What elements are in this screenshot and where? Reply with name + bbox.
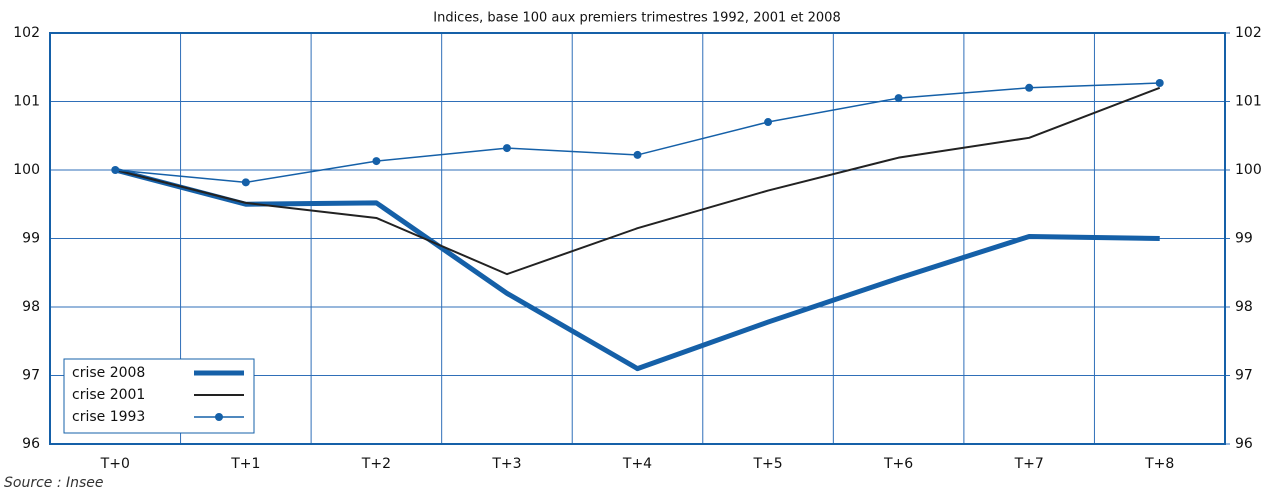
y-tick-label: 97 xyxy=(22,368,40,384)
point xyxy=(502,144,511,153)
point xyxy=(764,118,773,127)
y-tick-label: 101 xyxy=(13,94,40,110)
x-tick-label: T+5 xyxy=(752,456,782,472)
point xyxy=(1025,83,1034,92)
source: Source : Insee xyxy=(4,475,104,491)
legend-label: crise 1993 xyxy=(72,409,145,425)
series-line xyxy=(114,167,1160,372)
point xyxy=(1155,79,1164,88)
x-tick-label: T+4 xyxy=(622,456,652,472)
x-tick-label: T+6 xyxy=(883,456,913,472)
x-tick-label: T+8 xyxy=(1144,456,1174,472)
y-tick-label: 96 xyxy=(22,436,40,452)
chart-title: Indices, base 100 aux premiers trimestre… xyxy=(433,11,840,26)
y-tick-label: 100 xyxy=(13,162,40,178)
y-tick-label: 99 xyxy=(22,231,40,247)
y-tick-label: 98 xyxy=(22,299,40,315)
y2-tick-label: 100 xyxy=(1235,162,1262,178)
legend-label: crise 2008 xyxy=(72,365,145,381)
y2-tick-label: 98 xyxy=(1235,299,1253,315)
y-tick-label: 102 xyxy=(13,25,40,41)
y2-tick-label: 101 xyxy=(1235,94,1262,110)
y2-tick-label: 102 xyxy=(1235,25,1262,41)
x-tick-label: T+0 xyxy=(100,456,130,472)
point xyxy=(894,94,903,103)
y2-tick-label: 96 xyxy=(1235,436,1253,452)
legend-label: crise 2001 xyxy=(72,387,145,403)
plot-frame xyxy=(49,32,1226,445)
series-line xyxy=(115,82,1160,184)
y2-tick-label: 97 xyxy=(1235,368,1253,384)
point xyxy=(372,157,381,166)
series-line xyxy=(115,86,1161,276)
point xyxy=(633,150,642,159)
x-tick-label: T+2 xyxy=(361,456,391,472)
legend-marker xyxy=(215,413,223,421)
x-tick-label: T+1 xyxy=(230,456,260,472)
x-tick-label: T+3 xyxy=(491,456,521,472)
point xyxy=(111,166,120,174)
y2-tick-label: 99 xyxy=(1235,231,1253,247)
point xyxy=(241,178,250,187)
x-tick-label: T+7 xyxy=(1014,456,1044,472)
